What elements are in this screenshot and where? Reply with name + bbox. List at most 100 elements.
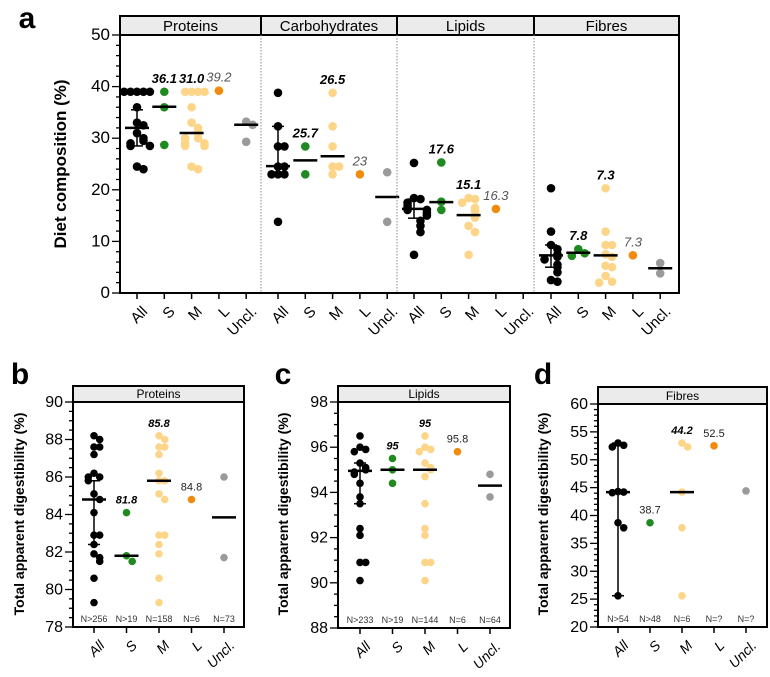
data-point	[491, 204, 501, 214]
data-point	[155, 531, 163, 539]
data-point	[437, 205, 446, 215]
data-point	[90, 531, 98, 539]
facet-title: Proteins	[163, 18, 218, 35]
y-axis-label: Total apparent digestibility (%)	[275, 413, 291, 616]
data-point	[574, 244, 583, 254]
y-tick-label: 30	[570, 563, 588, 580]
data-point	[594, 278, 604, 287]
data-point	[160, 435, 169, 444]
median-value-label: 16.3	[483, 188, 509, 203]
data-point	[301, 170, 310, 179]
data-point	[678, 523, 686, 532]
data-point	[415, 447, 424, 456]
data-point	[614, 518, 622, 527]
data-point	[180, 141, 190, 151]
x-tick-label: S	[573, 303, 592, 322]
data-point	[155, 450, 163, 459]
data-point	[655, 258, 665, 268]
data-point	[273, 142, 283, 151]
data-point	[356, 493, 364, 501]
data-point	[220, 473, 228, 481]
data-point	[409, 250, 419, 260]
x-tick-label: All	[541, 303, 565, 327]
median-value-label: 52.5	[703, 428, 724, 440]
facet-header	[337, 385, 511, 403]
data-point	[409, 193, 419, 203]
median-value-label: 85.8	[148, 418, 170, 430]
data-point	[409, 158, 419, 168]
data-point	[356, 524, 364, 533]
data-point	[601, 227, 610, 236]
data-point	[84, 476, 93, 485]
data-point	[486, 493, 494, 501]
data-point	[273, 170, 283, 179]
data-point	[273, 88, 283, 98]
panel-label: d	[534, 358, 552, 391]
data-point	[421, 524, 429, 533]
data-point	[160, 140, 169, 150]
median-value-label: 81.8	[116, 495, 138, 507]
sample-size-label: N=6	[183, 614, 200, 624]
y-tick-label: 88	[45, 432, 63, 449]
data-point	[421, 443, 429, 452]
data-point	[546, 275, 556, 285]
data-point	[132, 102, 142, 112]
x-tick-label: M	[599, 303, 620, 324]
data-point	[553, 252, 562, 262]
data-point	[382, 167, 392, 177]
data-point	[355, 170, 365, 179]
sample-size-label: N>54	[607, 614, 629, 624]
x-tick-label: S	[159, 303, 178, 322]
facet-header	[72, 385, 245, 403]
sample-size-label: N=?	[706, 614, 723, 624]
data-point	[145, 141, 155, 151]
x-tick-label: S	[646, 637, 664, 655]
data-point	[328, 122, 337, 131]
y-tick-label: 96	[310, 439, 328, 456]
data-point	[437, 158, 446, 167]
data-point	[356, 432, 364, 440]
data-point	[607, 252, 617, 262]
x-tick-label: Uncl.	[470, 638, 504, 672]
x-tick-label: L	[629, 303, 647, 321]
facet-title: Carbohydrates	[280, 18, 378, 35]
data-point	[187, 118, 196, 128]
data-point	[95, 443, 104, 451]
data-point	[426, 558, 435, 567]
data-point	[301, 142, 310, 151]
data-point	[193, 164, 203, 174]
data-point	[328, 142, 337, 151]
sample-size-label: N=6	[449, 615, 466, 625]
y-tick-label: 0	[101, 283, 110, 302]
data-point	[273, 122, 283, 131]
sample-size-label: N=?	[738, 614, 755, 624]
x-tick-label: L	[188, 637, 205, 654]
data-point	[356, 479, 364, 488]
y-tick-label: 35	[570, 535, 588, 552]
x-tick-label: S	[388, 638, 406, 656]
data-point	[273, 217, 283, 227]
data-point	[95, 531, 104, 539]
data-point	[607, 277, 617, 286]
y-axis-label: Total apparent digestibility (%)	[535, 413, 551, 616]
x-tick-label: L	[492, 303, 510, 321]
data-point	[200, 87, 209, 97]
data-point	[90, 550, 98, 558]
data-point	[421, 576, 429, 585]
y-tick-label: 45	[570, 480, 588, 497]
data-point	[155, 540, 163, 549]
x-tick-label: Uncl.	[726, 637, 760, 671]
data-point	[155, 574, 163, 583]
data-point	[155, 443, 163, 451]
data-point	[193, 133, 203, 143]
median-value-label: 7.8	[569, 228, 588, 243]
data-point	[426, 445, 435, 454]
data-point	[553, 268, 562, 277]
data-point	[678, 439, 686, 447]
data-point	[422, 211, 432, 220]
data-point	[126, 87, 135, 97]
data-point	[608, 443, 617, 451]
x-tick-label: S	[436, 303, 455, 322]
x-tick-label: S	[300, 303, 319, 322]
